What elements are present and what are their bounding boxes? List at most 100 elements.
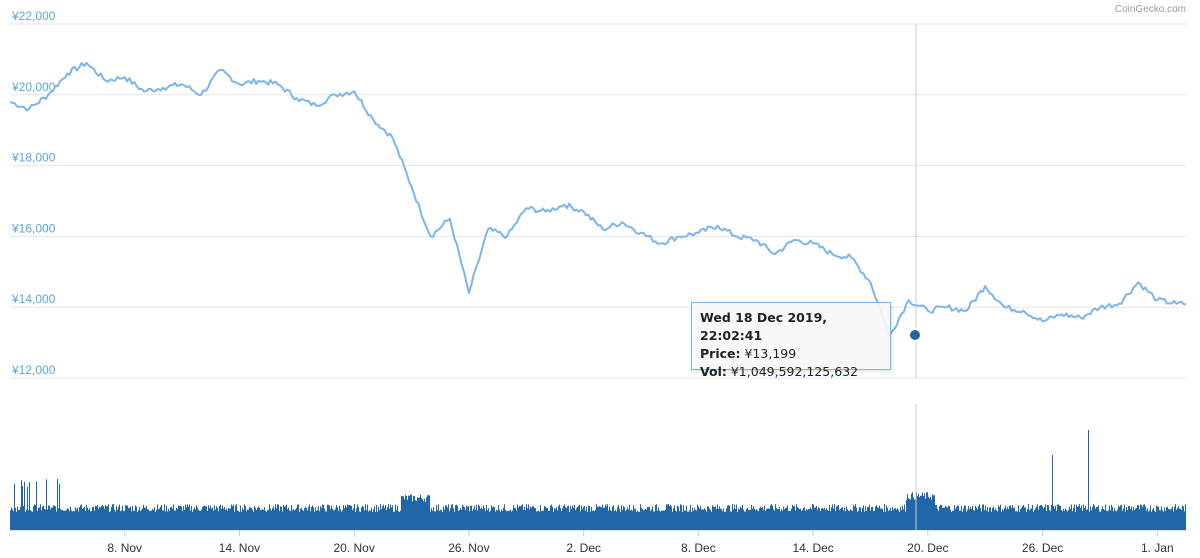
volume-bar [194, 507, 195, 530]
volume-bar [947, 507, 948, 530]
volume-bar [139, 507, 140, 530]
credit-label[interactable]: CoinGecko.com [1115, 4, 1186, 15]
volume-bar [283, 504, 284, 530]
volume-bar [941, 505, 942, 530]
volume-bar [638, 511, 639, 530]
volume-bar [400, 510, 401, 530]
volume-bar [634, 508, 635, 530]
volume-bar [975, 505, 976, 530]
volume-bar [254, 505, 255, 530]
volume-bar [1062, 511, 1063, 530]
volume-bar [981, 511, 982, 530]
volume-bar [692, 507, 693, 530]
volume-bar [680, 504, 681, 530]
volume-bar [674, 505, 675, 530]
volume-bar [432, 510, 433, 530]
volume-bar [1004, 508, 1005, 530]
volume-bar [796, 504, 797, 530]
volume-bar [579, 504, 580, 530]
volume-bar [302, 510, 303, 530]
volume-bar [237, 510, 238, 530]
volume-bar [637, 510, 638, 530]
volume-bar [404, 499, 405, 530]
volume-bar [1109, 505, 1110, 530]
volume-bar [129, 507, 130, 530]
volume-bar [643, 510, 644, 530]
volume-bar [59, 483, 60, 530]
volume-bar [65, 510, 66, 530]
volume-bar [341, 511, 342, 530]
volume-bar [183, 506, 184, 530]
volume-bar [98, 509, 99, 530]
volume-bar [792, 504, 793, 530]
volume-bar [561, 511, 562, 530]
volume-bar [874, 510, 875, 530]
volume-bar [1121, 504, 1122, 530]
volume-bar [472, 510, 473, 530]
volume-bar [186, 506, 187, 530]
volume-bar [340, 509, 341, 530]
volume-bar [175, 510, 176, 530]
volume-bar [1130, 508, 1131, 530]
volume-bar [985, 505, 986, 530]
volume-bar [1113, 511, 1114, 530]
volume-bar [982, 504, 983, 530]
volume-bar [775, 504, 776, 530]
volume-bar [374, 506, 375, 530]
volume-bar [540, 504, 541, 530]
volume-bar [695, 509, 696, 530]
volume-bar [808, 509, 809, 530]
volume-bar [84, 506, 85, 530]
volume-bar [1111, 504, 1112, 530]
volume-bar [788, 510, 789, 530]
volume-bar [1087, 509, 1088, 530]
volume-bar [388, 504, 389, 530]
volume-bar [1106, 510, 1107, 530]
volume-bar [873, 511, 874, 530]
volume-bar [1091, 510, 1092, 530]
volume-bar [42, 506, 43, 530]
volume-bar [612, 506, 613, 530]
volume-bar [773, 509, 774, 530]
volume-bar [1014, 507, 1015, 530]
volume-bar [877, 507, 878, 530]
volume-bar [989, 507, 990, 530]
volume-bar [282, 511, 283, 530]
volume-bar [848, 510, 849, 530]
volume-bar [402, 495, 403, 530]
volume-bar [389, 508, 390, 530]
volume-bar [1064, 510, 1065, 530]
volume-bar [699, 508, 700, 530]
volume-bar [275, 504, 276, 530]
volume-bar [652, 506, 653, 530]
volume-bar [798, 508, 799, 530]
volume-bar [1048, 505, 1049, 530]
volume-bar [1046, 511, 1047, 530]
volume-bar [18, 510, 19, 530]
volume-bar [442, 511, 443, 530]
volume-bar [639, 511, 640, 530]
volume-bar [273, 506, 274, 530]
volume-bar [630, 510, 631, 530]
volume-bar [52, 507, 53, 530]
volume-bar [726, 508, 727, 530]
volume-bar [603, 507, 604, 530]
volume-bar [685, 510, 686, 530]
volume-bar [642, 509, 643, 530]
volume-bar [1150, 505, 1151, 530]
volume-bar [1045, 504, 1046, 530]
volume-bar [465, 510, 466, 530]
volume-bar [396, 510, 397, 530]
volume-bar [55, 506, 56, 530]
volume-bar [926, 492, 927, 530]
volume-bar [1044, 507, 1045, 530]
volume-bar [257, 507, 258, 530]
volume-bar [744, 511, 745, 530]
hover-marker[interactable] [908, 328, 922, 342]
volume-bar [125, 505, 126, 530]
volume-bar [312, 505, 313, 530]
volume-bar [147, 509, 148, 530]
volume-bar [133, 510, 134, 530]
volume-bar [852, 511, 853, 530]
volume-bar [526, 504, 527, 530]
